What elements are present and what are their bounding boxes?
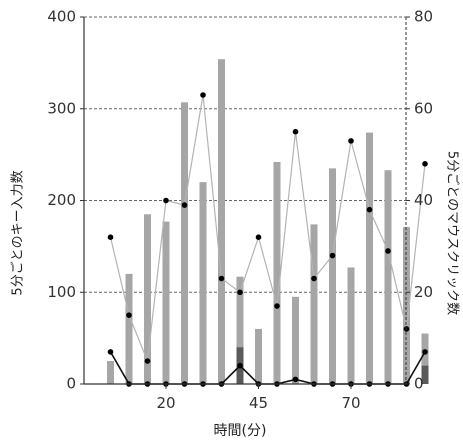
bar-key-count [144,214,151,384]
bar-key-count [181,102,188,384]
point-gray-series [385,248,391,254]
bar-key-count [403,227,410,384]
bar-key-count [292,296,299,384]
point-gray-series [107,234,114,240]
ticks: 0 100 200 300 400 0 20 40 60 80 20 45 70 [47,8,433,413]
bar-key-count [273,161,281,384]
bars [107,59,429,385]
y-right-tick-label: 20 [414,283,433,301]
bar-key-count [329,168,336,384]
bar-key-count [125,273,133,384]
points [107,92,428,387]
point-black-series [237,362,243,369]
bar-key-count [310,224,318,384]
point-gray-series [292,128,299,135]
point-gray-series [237,289,243,296]
x-tick-label: 45 [249,394,268,412]
y-right-tick-label: 40 [414,191,433,209]
point-gray-series [329,252,336,259]
bar-key-count [366,132,373,384]
x-axis-title: 時間(分) [214,423,267,439]
point-gray-series [181,202,188,208]
point-gray-series [366,206,373,213]
bar-key-count [347,267,355,384]
point-gray-series [311,275,317,282]
point-gray-series [348,138,354,144]
grid [84,16,406,293]
y-right-axis-title: 5分ごとのマウスクリック数 [445,151,461,315]
point-gray-series [200,92,206,98]
line-gray [109,94,426,362]
bar-key-count [162,221,170,384]
y-right-tick-label: 80 [414,8,433,26]
bar-key-count [199,182,207,384]
bar-key-count [421,333,429,384]
point-gray-series [255,234,262,240]
y-left-tick-label: 0 [66,375,76,393]
point-black-series [422,349,428,355]
x-tick-label: 20 [156,394,175,412]
y-right-tick-label: 60 [414,99,433,117]
bar-key-count [236,276,244,384]
bar-key-count [384,170,392,384]
point-black-series [292,376,299,383]
bar-key-count [255,328,262,384]
x-tick-label: 70 [341,394,360,412]
lines [109,94,426,385]
y-left-tick-label: 100 [47,283,76,301]
y-left-tick-label: 200 [47,191,76,209]
point-black-series [107,349,114,355]
y-right-tick-label: 0 [414,375,424,393]
y-left-axis-title: 5分ごとのキー入力数 [10,170,26,295]
y-left-tick-label: 400 [47,8,76,26]
bar-key-count [107,361,114,384]
point-gray-series [218,275,225,282]
point-gray-series [144,358,151,364]
bar-dark [421,365,429,384]
line-black [109,351,426,385]
point-gray-series [274,303,280,309]
bar-key-count [218,59,225,385]
point-gray-series [126,312,132,318]
y-left-tick-label: 300 [47,99,76,117]
point-gray-series [163,197,169,204]
point-gray-series [422,161,428,167]
